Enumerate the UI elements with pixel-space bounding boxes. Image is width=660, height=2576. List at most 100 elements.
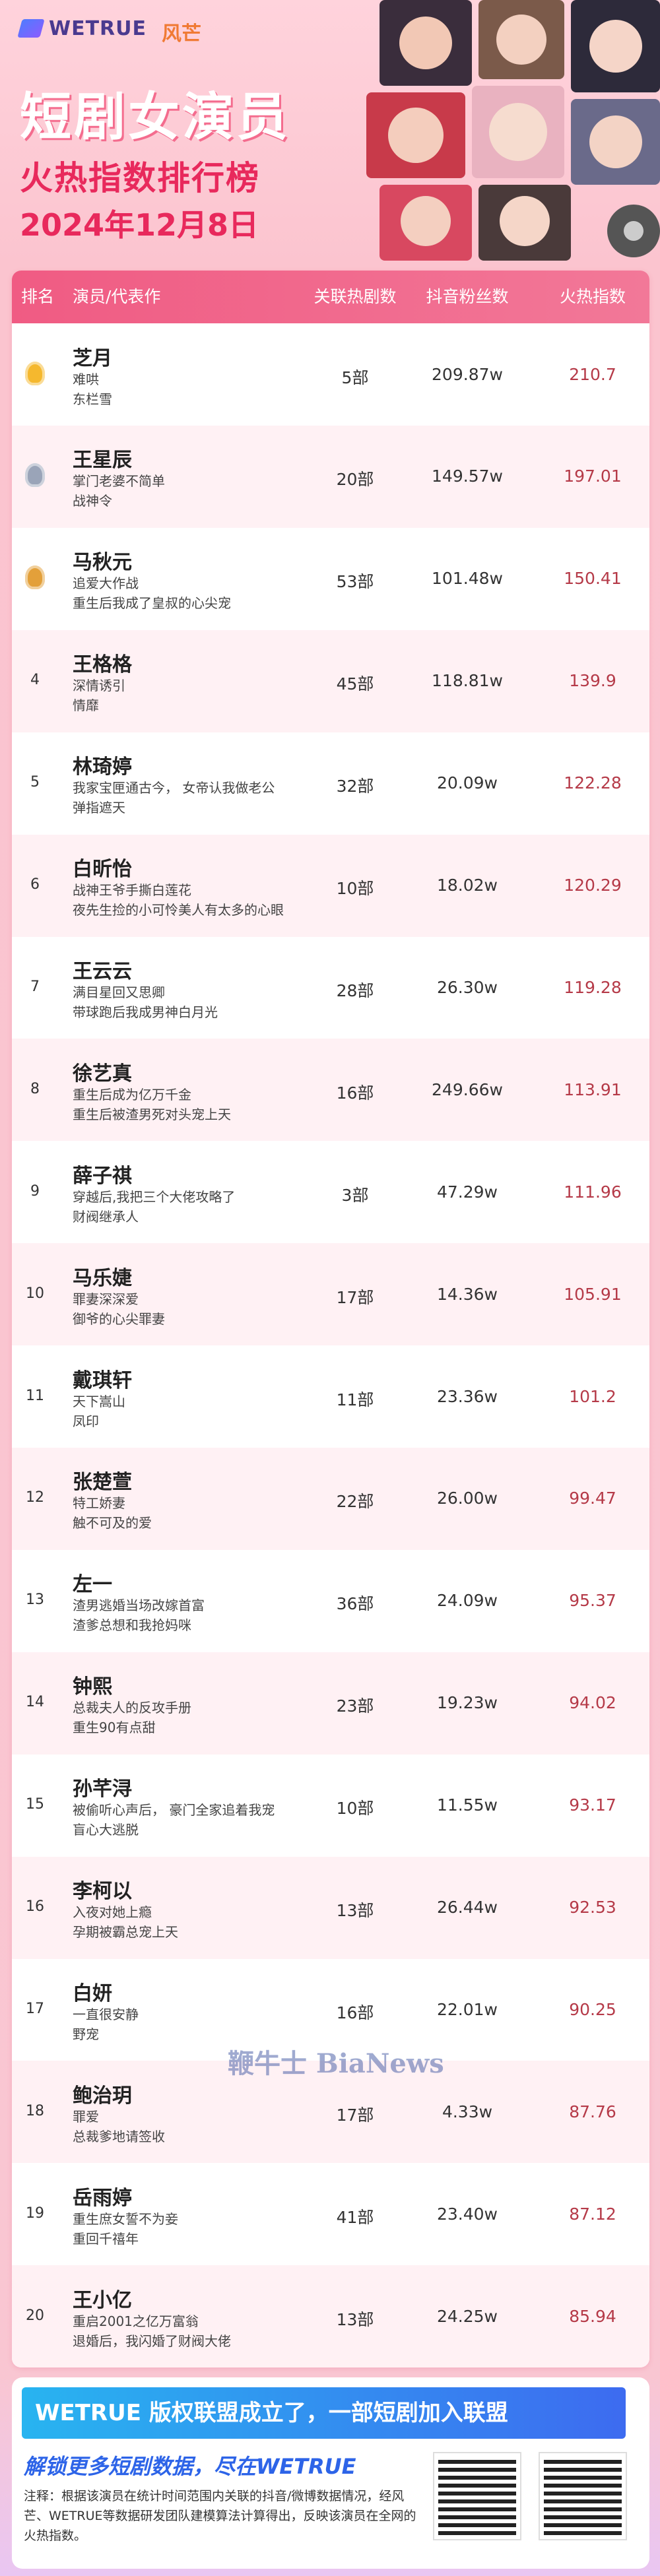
fan-count: 20.09w [436, 773, 498, 793]
heat-index: 92.53 [569, 1898, 616, 1917]
banner: WETRUE 版权联盟成立了，一部短剧加入联盟 [22, 2387, 626, 2439]
actress-name: 钟熙 [73, 1675, 112, 1699]
fan-count: 24.25w [436, 2306, 498, 2326]
representative-work: 御爷的心尖罪妻 [73, 1310, 165, 1327]
representative-work: 难哄 [73, 371, 99, 387]
heat-index: 119.28 [564, 977, 622, 997]
representative-work: 特工娇妻 [73, 1495, 125, 1512]
heat-index: 90.25 [569, 1999, 616, 2019]
column-header: 演员/代表作 [73, 287, 161, 306]
actress-name: 张楚萱 [73, 1471, 132, 1495]
footer: WETRUE 版权联盟成立了，一部短剧加入联盟 解锁更多短剧数据，尽在WETRU… [12, 2377, 649, 2569]
representative-work: 野宠 [73, 2026, 99, 2042]
header-illustration [366, 0, 660, 261]
drama-count: 11部 [336, 1390, 374, 1409]
drama-count: 5部 [341, 368, 369, 387]
representative-work: 孕期被霸总宠上天 [73, 1924, 178, 1940]
heat-index: 87.76 [569, 2102, 616, 2121]
heat-index: 139.9 [569, 671, 616, 691]
heat-index: 95.37 [569, 1591, 616, 1611]
note: 注释：根据该演员在统计时间范围内关联的抖音/微博数据情况，经风芒、WETRUE等… [24, 2489, 416, 2543]
fan-count: 26.00w [436, 1489, 498, 1508]
heat-index: 120.29 [564, 876, 622, 895]
actress-name: 孙芊浔 [73, 1778, 132, 1801]
drama-count: 16部 [336, 2003, 374, 2022]
actress-name: 马秋元 [73, 551, 132, 575]
fan-count: 24.09w [436, 1591, 498, 1611]
representative-work: 我家宝匣通古今， 女帝认我做老公 [73, 780, 275, 796]
table-row: 10 马乐婕 罪妻深深爱 御爷的心尖罪妻 17部 14.36w 105.91 [12, 1243, 649, 1346]
representative-work: 重生90有点甜 [73, 1720, 156, 1736]
heat-index: 113.91 [564, 1079, 622, 1099]
actress-name: 徐艺真 [73, 1062, 132, 1085]
drama-count: 10部 [336, 1799, 374, 1819]
table-row: 12 张楚萱 特工娇妻 触不可及的爱 22部 26.00w 99.47 [12, 1447, 649, 1550]
drama-count: 3部 [341, 1185, 369, 1205]
column-header: 排名 [21, 287, 55, 306]
rank: 7 [30, 978, 40, 995]
actress-name: 芝月 [73, 346, 112, 370]
representative-work: 渣爹总想和我抢妈咪 [73, 1617, 191, 1634]
representative-work: 触不可及的爱 [73, 1515, 152, 1531]
title: 短剧女演员 [20, 88, 291, 147]
subtitle: 火热指数排行榜 [20, 159, 260, 197]
medal-icon [25, 565, 45, 590]
table-row: 6 白昕怡 战神王爷手撕白莲花 夜先生捡的小可怜美人有太多的心眼 10部 18.02w 12… [12, 834, 649, 937]
representative-work: 夜先生捡的小可怜美人有太多的心眼 [73, 902, 284, 918]
table-row: 16 李柯以 入夜对她上瘾 孕期被霸总宠上天 13部 26.44w 92.53 [12, 1856, 649, 1959]
drama-count: 22部 [336, 1492, 374, 1512]
heat-index: 85.94 [569, 2306, 616, 2326]
representative-work: 罪爱 [73, 2108, 99, 2125]
heat-index: 101.2 [569, 1386, 616, 1406]
fan-count: 101.48w [432, 569, 503, 589]
fan-count: 23.40w [436, 2204, 498, 2224]
representative-work: 总裁爹地请签收 [73, 2128, 165, 2144]
table-row: 18 鲍治玥 罪爱 总裁爹地请签收 17部 4.33w 87.76 [12, 2061, 649, 2164]
representative-work: 盲心大逃脱 [73, 1822, 139, 1838]
qr-code[interactable] [433, 2452, 521, 2540]
drama-count: 36部 [336, 1594, 374, 1614]
representative-work: 入夜对她上瘾 [73, 1904, 152, 1920]
actress-name: 王格格 [73, 653, 132, 677]
drama-count: 23部 [336, 1696, 374, 1716]
representative-work: 重启2001之亿万富翁 [73, 2313, 199, 2329]
actress-name: 薛子祺 [73, 1164, 132, 1188]
representative-work: 弹指遮天 [73, 800, 125, 816]
fan-count: 47.29w [436, 1182, 498, 1202]
representative-work: 战神令 [73, 493, 112, 509]
qr-code[interactable] [539, 2452, 627, 2540]
heat-index: 93.17 [569, 1795, 616, 1815]
fan-count: 26.30w [436, 977, 498, 997]
heat-index: 111.96 [564, 1182, 622, 1202]
rank: 9 [30, 1182, 40, 1200]
heat-index: 122.28 [564, 773, 622, 793]
table-row: 9 薛子祺 穿越后,我把三个大佬攻略了 财阀继承人 3部 47.29w 111.96 [12, 1141, 649, 1243]
representative-work: 追爱大作战 [73, 575, 139, 592]
ranking-table: 排名 演员/代表作 关联热剧数 抖音粉丝数 火热指数 芝月 难哄 东栏雪 5部 209.87w 2… [12, 271, 649, 2367]
rank: 10 [26, 1285, 44, 1302]
table-row: 19 岳雨婷 重生庶女誓不为妾 重回千禧年 41部 23.40w 87.12 [12, 2163, 649, 2265]
rank: 4 [30, 672, 40, 689]
fan-count: 4.33w [442, 2102, 493, 2121]
drama-count: 13部 [336, 2309, 374, 2329]
representative-work: 重生后我成了皇叔的心尖宠 [73, 595, 231, 612]
drama-count: 53部 [336, 572, 374, 592]
representative-work: 掌门老婆不简单 [73, 473, 165, 490]
rank: 20 [26, 2307, 44, 2324]
drama-count: 17部 [336, 1287, 374, 1307]
representative-work: 重生庶女誓不为妾 [73, 2210, 178, 2227]
heat-index: 87.12 [569, 2204, 616, 2224]
table-row: 17 白妍 一直很安静 野宠 16部 22.01w 90.25 [12, 1958, 649, 2061]
fan-count: 23.36w [436, 1386, 498, 1406]
logo-fengmang: 风芒 [162, 22, 201, 46]
representative-work: 退婚后，我闪婚了财阀大佬 [73, 2333, 231, 2349]
drama-count: 20部 [336, 470, 374, 490]
representative-work: 重生后被渣男死对头宠上天 [73, 1106, 231, 1122]
rank: 19 [26, 2205, 44, 2222]
fan-count: 14.36w [436, 1284, 498, 1304]
table-header: 排名 演员/代表作 关联热剧数 抖音粉丝数 火热指数 [12, 271, 649, 323]
rank: 13 [26, 1592, 44, 1609]
rank: 6 [30, 876, 40, 893]
representative-work: 一直很安静 [73, 2006, 139, 2022]
